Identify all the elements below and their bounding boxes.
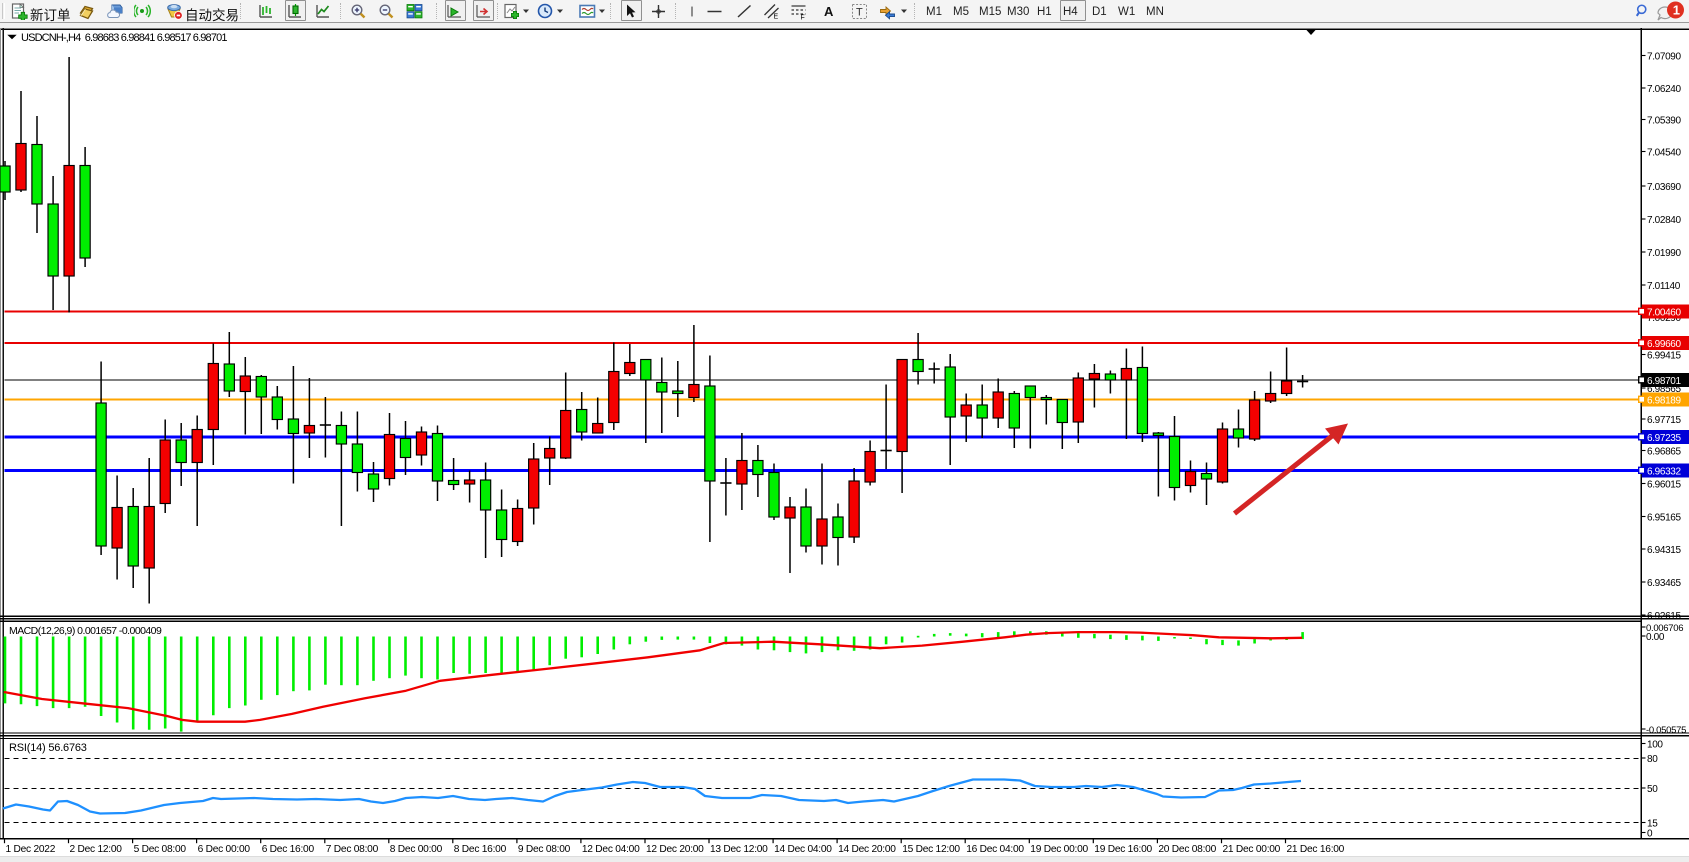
svg-text:9 Dec 08:00: 9 Dec 08:00: [518, 844, 571, 855]
svg-text:6.99415: 6.99415: [1647, 351, 1681, 362]
svg-text:USDCNH-,H4 6.98683 6.98841 6.: USDCNH-,H4 6.98683 6.98841 6.98517 6.987…: [21, 32, 227, 44]
svg-text:6.96015: 6.96015: [1647, 480, 1681, 491]
svg-text:0.00: 0.00: [1646, 632, 1665, 643]
svg-text:6.98189: 6.98189: [1647, 396, 1681, 407]
svg-text:13 Dec 12:00: 13 Dec 12:00: [710, 844, 768, 855]
svg-text:7.05390: 7.05390: [1647, 116, 1681, 127]
svg-text:7.00460: 7.00460: [1647, 308, 1681, 319]
svg-text:15: 15: [1647, 819, 1658, 830]
svg-text:7.04540: 7.04540: [1647, 148, 1681, 159]
svg-text:6.99660: 6.99660: [1647, 339, 1681, 350]
svg-text:14 Dec 20:00: 14 Dec 20:00: [838, 844, 896, 855]
svg-text:6.98565: 6.98565: [1647, 384, 1681, 395]
svg-text:T: T: [856, 7, 863, 19]
svg-text:0.006706: 0.006706: [1646, 623, 1683, 634]
svg-text:6.95165: 6.95165: [1647, 513, 1681, 524]
svg-text:6.98701: 6.98701: [1647, 376, 1681, 387]
svg-text:2 Dec 12:00: 2 Dec 12:00: [70, 844, 123, 855]
svg-text:6.97235: 6.97235: [1647, 433, 1681, 444]
svg-text:6 Dec 16:00: 6 Dec 16:00: [262, 844, 315, 855]
svg-text:7.07090: 7.07090: [1647, 52, 1681, 63]
svg-text:12 Dec 04:00: 12 Dec 04:00: [582, 844, 640, 855]
svg-text:RSI(14) 56.6763: RSI(14) 56.6763: [9, 742, 87, 754]
svg-text:MACD(12,26,9) 0.001657 -0.0004: MACD(12,26,9) 0.001657 -0.000409: [9, 625, 162, 637]
svg-text:1: 1: [1673, 3, 1680, 18]
svg-text:16 Dec 04:00: 16 Dec 04:00: [966, 844, 1024, 855]
svg-text:100: 100: [1647, 740, 1663, 751]
svg-text:6 Dec 00:00: 6 Dec 00:00: [198, 844, 251, 855]
svg-text:21 Dec 00:00: 21 Dec 00:00: [1223, 844, 1281, 855]
svg-text:5 Dec 08:00: 5 Dec 08:00: [134, 844, 187, 855]
svg-text:7.01140: 7.01140: [1647, 281, 1681, 292]
svg-text:0: 0: [1647, 829, 1653, 840]
svg-text:7.03690: 7.03690: [1647, 182, 1681, 193]
svg-text:6.93465: 6.93465: [1647, 578, 1681, 589]
svg-text:20 Dec 08:00: 20 Dec 08:00: [1158, 844, 1216, 855]
svg-text:-0.050575: -0.050575: [1646, 725, 1686, 736]
svg-text:F: F: [801, 15, 805, 21]
svg-text:50: 50: [1647, 784, 1658, 795]
svg-text:14 Dec 04:00: 14 Dec 04:00: [774, 844, 832, 855]
svg-text:19 Dec 16:00: 19 Dec 16:00: [1094, 844, 1152, 855]
svg-text:80: 80: [1647, 754, 1658, 765]
svg-text:15 Dec 12:00: 15 Dec 12:00: [902, 844, 960, 855]
svg-text:21 Dec 16:00: 21 Dec 16:00: [1287, 844, 1345, 855]
svg-text:19 Dec 00:00: 19 Dec 00:00: [1030, 844, 1088, 855]
svg-text:12 Dec 20:00: 12 Dec 20:00: [646, 844, 704, 855]
svg-text:6.96865: 6.96865: [1647, 447, 1681, 458]
svg-text:6.94315: 6.94315: [1647, 545, 1681, 556]
svg-text:8 Dec 16:00: 8 Dec 16:00: [454, 844, 507, 855]
svg-text:6.97715: 6.97715: [1647, 415, 1681, 426]
svg-text:1 Dec 2022: 1 Dec 2022: [6, 844, 56, 855]
svg-text:7.02840: 7.02840: [1647, 215, 1681, 226]
svg-text:E: E: [774, 14, 779, 21]
svg-text:7.01990: 7.01990: [1647, 248, 1681, 259]
svg-text:8 Dec 00:00: 8 Dec 00:00: [390, 844, 443, 855]
svg-text:6.96332: 6.96332: [1647, 467, 1681, 478]
svg-text:7.06240: 7.06240: [1647, 84, 1681, 95]
svg-text:7 Dec 08:00: 7 Dec 08:00: [326, 844, 379, 855]
